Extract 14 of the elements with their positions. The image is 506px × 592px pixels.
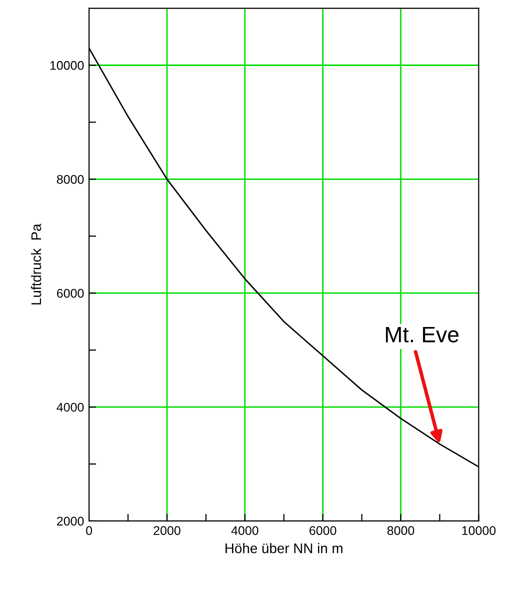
x-tick-label: 8000 [387, 526, 414, 536]
y-axis-title: Luftdruck Pa [30, 224, 42, 304]
x-axis-title: Höhe über NN in m [226, 543, 342, 554]
annotation: Mt. Eve [386, 326, 458, 342]
x-tick-label: 6000 [310, 526, 336, 536]
y-tick-label: 8000 [56, 174, 84, 184]
x-tick-label: 0 [86, 526, 92, 536]
x-tick-label: 10000 [462, 526, 496, 536]
y-tick-label: 2000 [57, 516, 84, 526]
y-tick-label: 6000 [57, 288, 84, 298]
y-tick-label: 10000 [50, 61, 84, 70]
x-tick-label: 4000 [231, 526, 258, 536]
y-tick-label: 4000 [56, 402, 84, 412]
x-tick-label: 2000 [154, 526, 180, 536]
